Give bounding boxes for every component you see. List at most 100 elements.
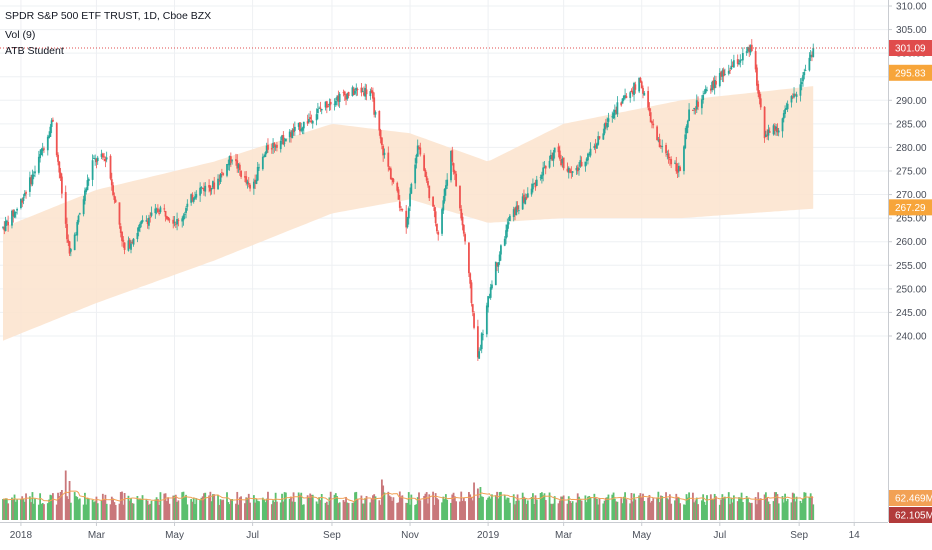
candle-body <box>23 193 26 196</box>
volume-bar <box>297 492 300 520</box>
volume-bar <box>94 501 97 520</box>
candle-body <box>730 65 733 70</box>
indicator-legend[interactable]: ATB Student <box>5 45 64 57</box>
price-badge: 62.105M <box>889 507 932 523</box>
candle-body <box>57 154 59 162</box>
atb-band <box>3 86 814 341</box>
candle-body <box>181 218 184 222</box>
volume-bar <box>210 501 213 520</box>
candle-body <box>43 148 45 150</box>
volume-bar <box>747 498 749 520</box>
candle-body <box>738 63 740 65</box>
volume-bar <box>757 492 760 520</box>
candle-body <box>517 210 520 212</box>
candle-body <box>553 147 556 153</box>
candle-body <box>346 93 349 99</box>
volume-legend[interactable]: Vol (9) <box>5 29 36 41</box>
volume-bar <box>704 504 707 520</box>
candle-body <box>706 89 708 91</box>
candle-body <box>3 226 6 231</box>
candle-body <box>433 207 436 212</box>
volume-bar <box>406 502 409 520</box>
y-tick-label: 265.00 <box>896 214 927 225</box>
candle-body <box>347 91 350 96</box>
candle-body <box>462 224 465 234</box>
candle-body <box>112 185 114 196</box>
volume-bar <box>105 503 108 520</box>
volume-bar <box>32 503 35 520</box>
volume-bar <box>55 504 58 520</box>
candle-body <box>763 106 766 139</box>
candle-body <box>282 135 285 145</box>
candle-body <box>489 287 492 298</box>
volume-bar <box>319 500 322 520</box>
candle-body <box>460 208 463 219</box>
volume-bar <box>40 503 43 520</box>
volume-bar <box>76 496 79 520</box>
volume-bar <box>141 495 144 520</box>
volume-bar <box>649 502 652 520</box>
volume-bar <box>425 492 428 520</box>
candle-body <box>694 109 697 111</box>
volume-bar <box>808 496 811 520</box>
volume-bar <box>325 501 328 520</box>
candle-body <box>113 195 116 200</box>
price-axis: 240.00 245.00 250.00 255.00 260.00 265.00 270.… <box>888 2 927 342</box>
volume-bar <box>548 492 551 520</box>
candle-body <box>588 153 591 155</box>
volume-bar <box>355 491 358 520</box>
x-tick-label: 2019 <box>477 530 500 541</box>
candle-body <box>775 126 778 130</box>
volume-bar <box>791 492 794 520</box>
volume-bar <box>37 504 40 520</box>
candle-body <box>772 125 775 135</box>
candle-body <box>808 57 811 71</box>
volume-bar <box>379 504 382 520</box>
volume-bar <box>66 496 68 520</box>
volume-bar <box>345 496 347 520</box>
volume-bar <box>489 498 492 520</box>
volume-bar <box>578 496 580 520</box>
candle-body <box>159 207 162 213</box>
candle-body <box>578 168 580 170</box>
symbol-legend[interactable]: SPDR S&P 500 ETF TRUST, 1D, Cboe BZX <box>5 10 212 22</box>
volume-bar <box>30 502 33 520</box>
volume-bar <box>576 493 579 520</box>
candle-body <box>118 202 121 225</box>
volume-bar <box>136 496 139 520</box>
candle-body <box>328 103 331 106</box>
candle-body <box>419 147 422 155</box>
candle-body <box>676 169 679 173</box>
candle-body <box>461 216 464 226</box>
volume-bar <box>122 504 125 520</box>
candle-body <box>491 284 493 289</box>
candle-body <box>299 122 301 132</box>
x-tick-label: Mar <box>88 530 106 541</box>
candle-body <box>624 95 626 98</box>
volume-bar <box>491 494 493 520</box>
volume-bar <box>722 497 725 520</box>
candle-body <box>580 161 583 167</box>
volume-bar <box>291 501 294 520</box>
candle-body <box>544 165 547 169</box>
candle-body <box>598 136 601 139</box>
volume-bar <box>732 495 735 520</box>
candle-body <box>640 81 643 89</box>
candle-body <box>790 96 793 103</box>
volume-bar <box>521 492 524 520</box>
volume-bar <box>409 504 411 520</box>
volume-bar <box>476 488 479 520</box>
volume-bar <box>369 502 372 520</box>
volume-bar <box>261 497 264 520</box>
volume-bar <box>373 494 376 520</box>
candle-body <box>558 150 561 159</box>
price-badge-bg <box>889 490 932 506</box>
volume-bar <box>352 502 355 520</box>
candle-body <box>167 216 170 220</box>
candle-body <box>356 89 359 90</box>
volume-bar <box>589 498 592 520</box>
candle-body <box>596 143 598 149</box>
candle-body <box>442 200 445 211</box>
volume-bar <box>473 482 475 520</box>
